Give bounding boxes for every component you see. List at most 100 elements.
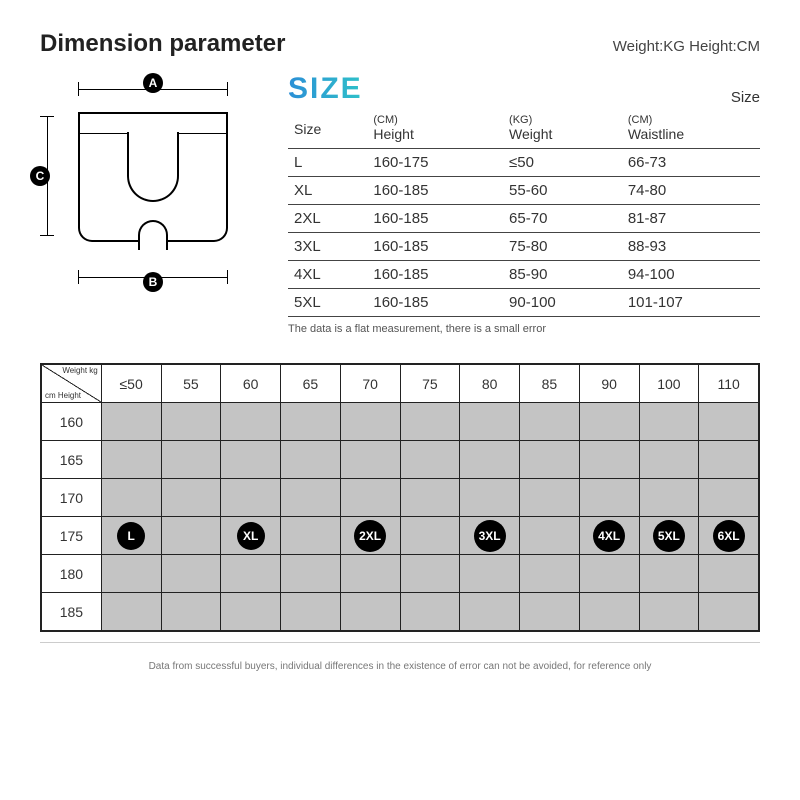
matrix-height-header: 160 xyxy=(42,403,102,441)
matrix-cell: XL xyxy=(221,517,281,555)
matrix-weight-header: 70 xyxy=(340,365,400,403)
matrix-cell xyxy=(460,593,520,631)
size-table-cell: 74-80 xyxy=(622,177,760,205)
size-table-cell: 3XL xyxy=(288,233,367,261)
matrix-cell: L xyxy=(101,517,161,555)
matrix-note: Data from successful buyers, individual … xyxy=(40,661,760,672)
size-table-cell: 101-107 xyxy=(622,289,760,317)
size-heading: SIZE xyxy=(288,72,363,106)
matrix-corner: Weight kgcm Height xyxy=(42,365,102,403)
matrix-cell xyxy=(340,403,400,441)
matrix-height-header: 170 xyxy=(42,479,102,517)
matrix-cell xyxy=(161,403,221,441)
matrix-cell xyxy=(639,441,699,479)
matrix-cell xyxy=(281,479,341,517)
matrix-weight-header: 75 xyxy=(400,365,460,403)
matrix-height-header: 185 xyxy=(42,593,102,631)
matrix-cell xyxy=(520,593,580,631)
matrix-cell xyxy=(639,593,699,631)
matrix-cell xyxy=(281,593,341,631)
matrix-cell xyxy=(101,441,161,479)
size-table-cell: 160-185 xyxy=(367,177,503,205)
matrix-weight-header: ≤50 xyxy=(101,365,161,403)
size-table-header: (KG)Weight xyxy=(503,110,622,149)
size-table-cell: 160-185 xyxy=(367,261,503,289)
size-table-cell: 90-100 xyxy=(503,289,622,317)
matrix-cell xyxy=(639,403,699,441)
matrix-cell xyxy=(579,403,639,441)
size-table-cell: ≤50 xyxy=(503,149,622,177)
matrix-cell xyxy=(639,555,699,593)
matrix-cell xyxy=(340,441,400,479)
page-title: Dimension parameter xyxy=(40,30,285,58)
matrix-cell xyxy=(101,479,161,517)
size-table-cell: 65-70 xyxy=(503,205,622,233)
matrix-cell xyxy=(101,593,161,631)
matrix-cell xyxy=(579,555,639,593)
matrix-cell xyxy=(460,441,520,479)
matrix-cell xyxy=(400,403,460,441)
matrix-cell xyxy=(520,517,580,555)
matrix-cell xyxy=(460,555,520,593)
matrix-cell xyxy=(520,479,580,517)
matrix-cell xyxy=(281,517,341,555)
size-table-cell: 94-100 xyxy=(622,261,760,289)
size-table-cell: 160-185 xyxy=(367,205,503,233)
size-table: Size(CM)Height(KG)Weight(CM)Waistline L1… xyxy=(288,110,760,317)
matrix-weight-header: 85 xyxy=(520,365,580,403)
matrix-weight-header: 60 xyxy=(221,365,281,403)
matrix-cell xyxy=(579,479,639,517)
matrix-cell xyxy=(400,555,460,593)
size-table-cell: 160-185 xyxy=(367,233,503,261)
matrix-cell xyxy=(221,403,281,441)
matrix-weight-header: 100 xyxy=(639,365,699,403)
matrix-cell xyxy=(699,441,759,479)
dim-label-a: A xyxy=(143,73,163,93)
matrix-cell xyxy=(699,479,759,517)
matrix-cell xyxy=(340,555,400,593)
size-dot: 2XL xyxy=(354,520,386,552)
size-table-cell: 160-175 xyxy=(367,149,503,177)
size-matrix: Weight kgcm Height≤505560657075808590100… xyxy=(41,364,759,631)
matrix-cell xyxy=(579,441,639,479)
matrix-weight-header: 65 xyxy=(281,365,341,403)
size-dot: 5XL xyxy=(653,520,685,552)
matrix-height-header: 180 xyxy=(42,555,102,593)
matrix-cell xyxy=(221,555,281,593)
matrix-weight-header: 80 xyxy=(460,365,520,403)
matrix-cell xyxy=(520,555,580,593)
matrix-cell xyxy=(101,555,161,593)
matrix-cell xyxy=(281,555,341,593)
size-heading-small: Size xyxy=(731,89,760,106)
size-dot: 6XL xyxy=(713,520,745,552)
matrix-cell xyxy=(221,593,281,631)
size-table-header: (CM)Height xyxy=(367,110,503,149)
matrix-weight-header: 110 xyxy=(699,365,759,403)
size-table-header: (CM)Waistline xyxy=(622,110,760,149)
matrix-cell xyxy=(699,555,759,593)
size-table-cell: 2XL xyxy=(288,205,367,233)
size-table-cell: 88-93 xyxy=(622,233,760,261)
units-label: Weight:KG Height:CM xyxy=(613,38,760,55)
size-table-cell: 81-87 xyxy=(622,205,760,233)
size-table-cell: 4XL xyxy=(288,261,367,289)
matrix-cell xyxy=(699,593,759,631)
dim-label-c: C xyxy=(30,166,50,186)
size-table-cell: 75-80 xyxy=(503,233,622,261)
size-table-cell: L xyxy=(288,149,367,177)
size-table-cell: 85-90 xyxy=(503,261,622,289)
matrix-cell xyxy=(161,517,221,555)
size-dot: 3XL xyxy=(474,520,506,552)
matrix-cell xyxy=(161,479,221,517)
matrix-cell xyxy=(221,479,281,517)
matrix-cell xyxy=(520,403,580,441)
matrix-cell xyxy=(400,593,460,631)
matrix-cell: 5XL xyxy=(639,517,699,555)
matrix-cell xyxy=(221,441,281,479)
matrix-cell xyxy=(520,441,580,479)
matrix-cell: 4XL xyxy=(579,517,639,555)
matrix-cell xyxy=(579,593,639,631)
matrix-height-header: 165 xyxy=(42,441,102,479)
matrix-cell xyxy=(400,517,460,555)
matrix-cell xyxy=(161,441,221,479)
